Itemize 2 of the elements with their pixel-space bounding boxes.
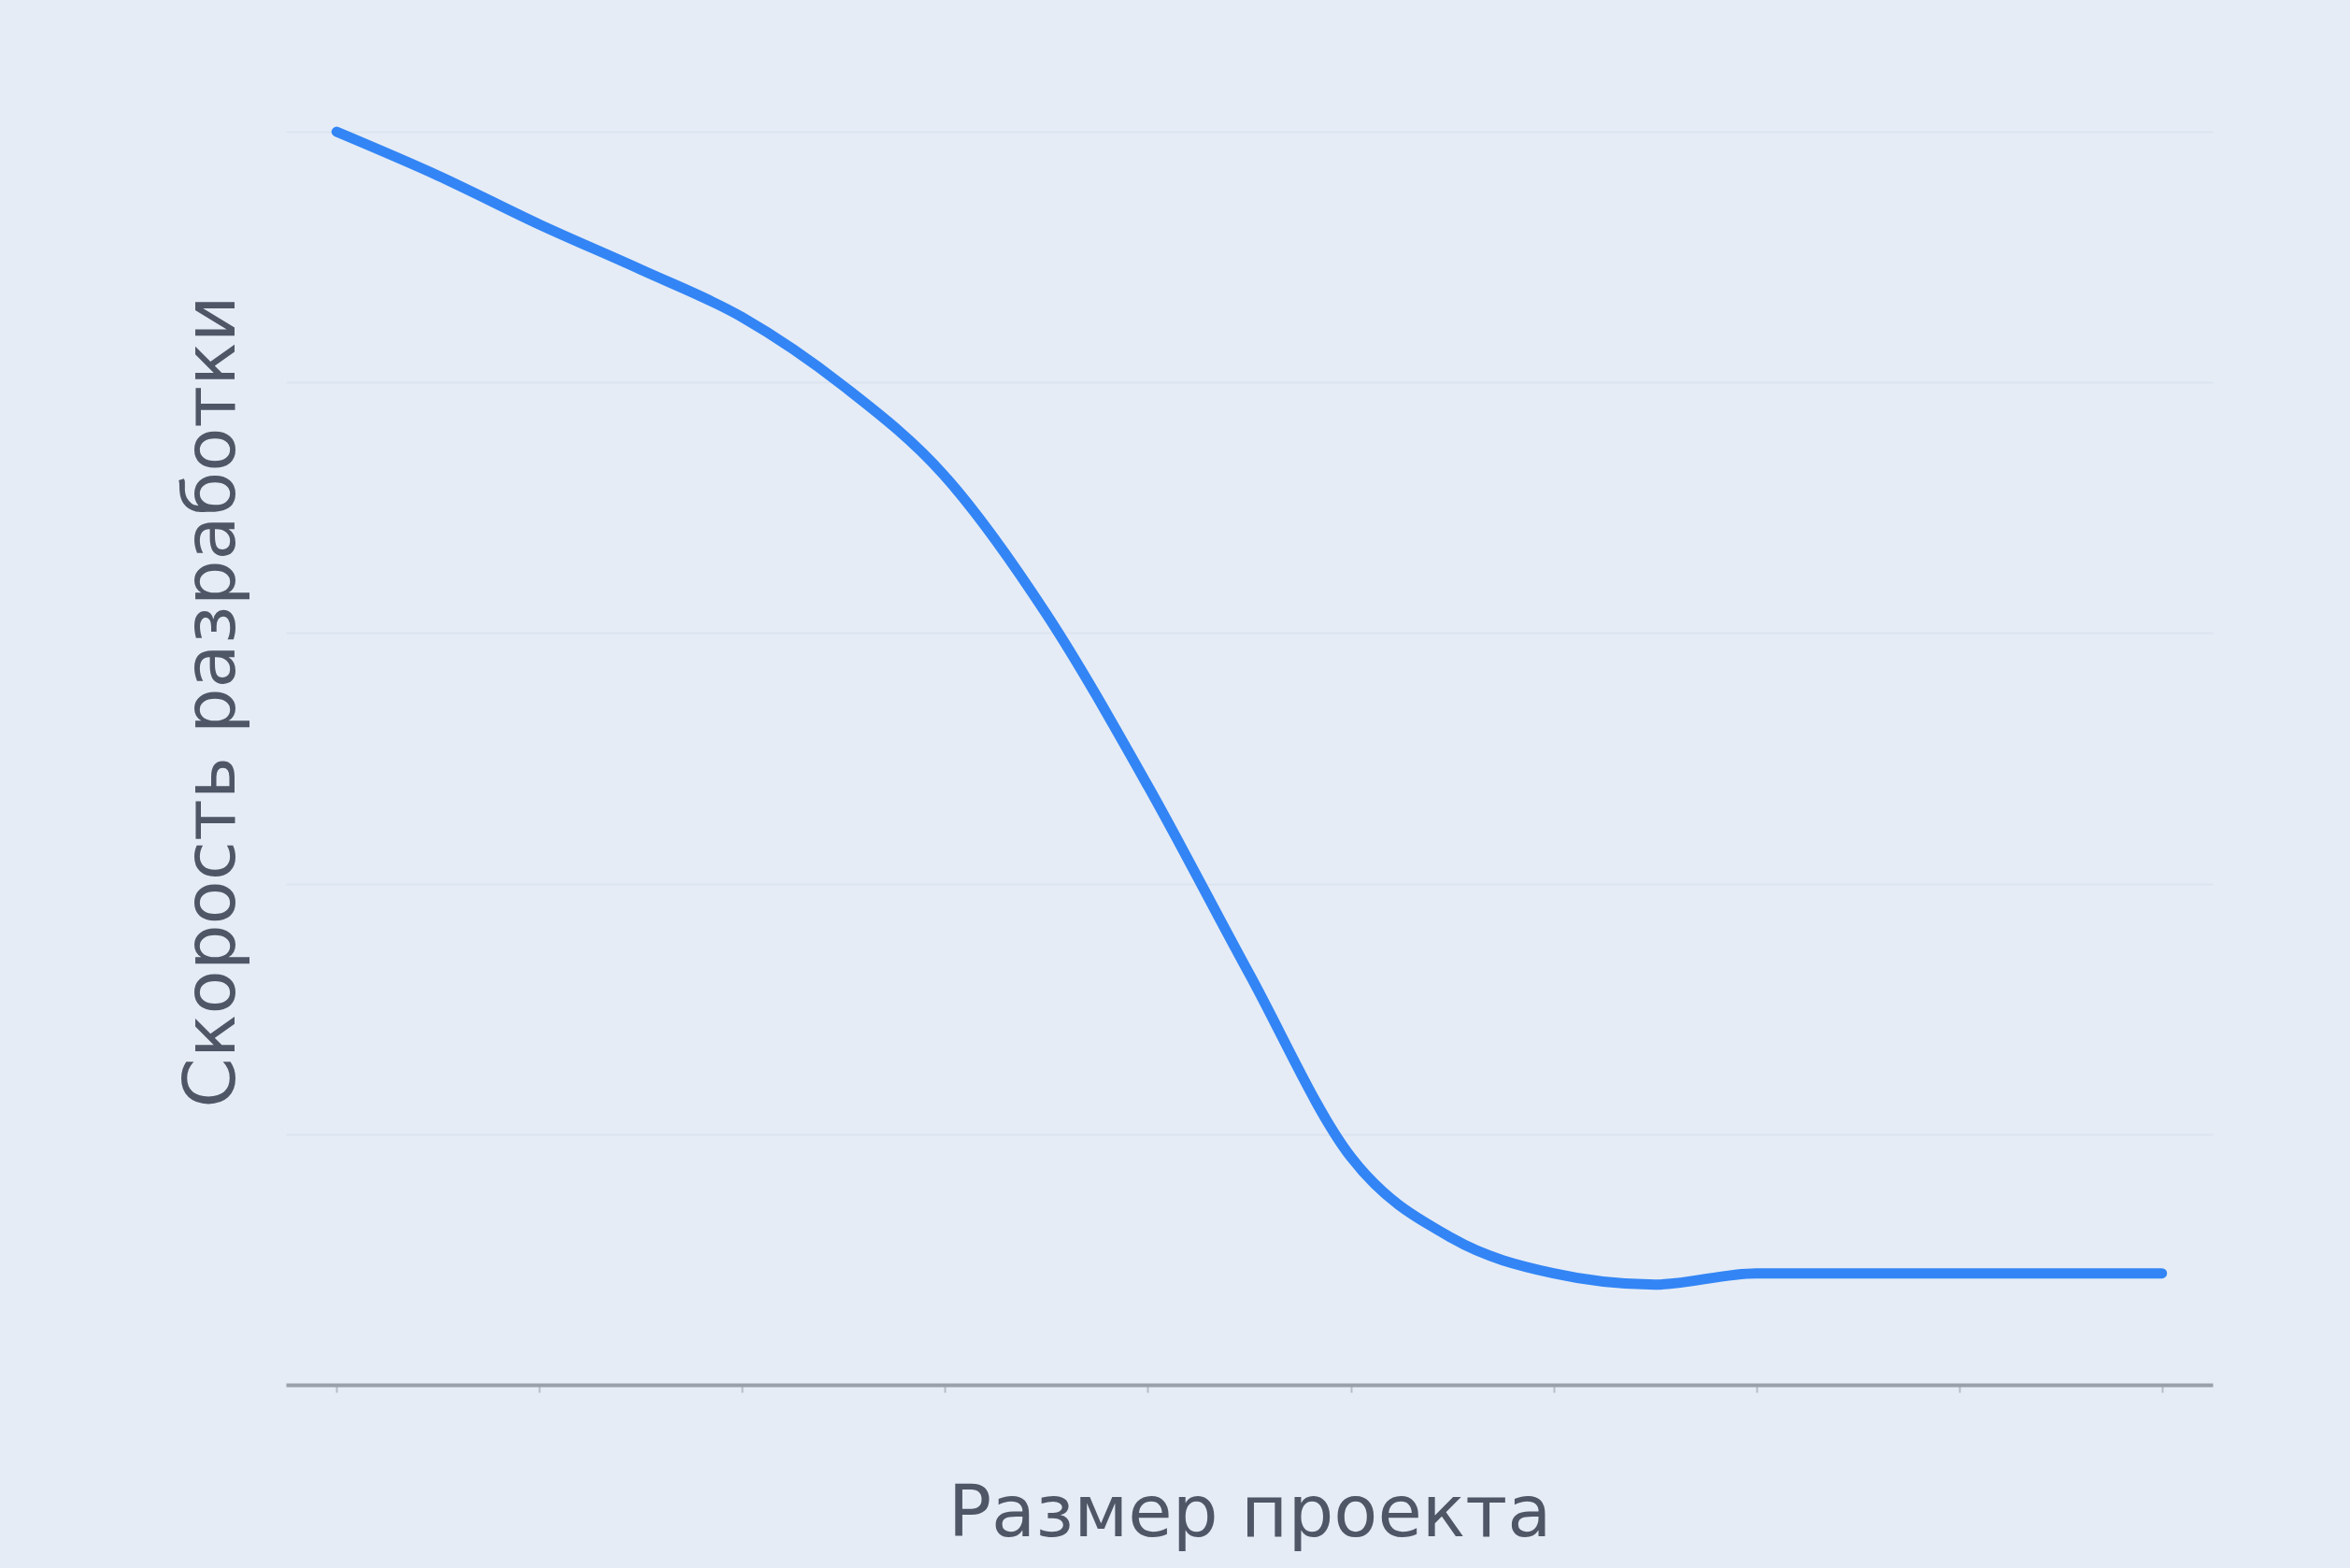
- x-axis-title: Размер проекта: [947, 1469, 1552, 1553]
- y-axis-title: Скорость разработки: [167, 295, 251, 1108]
